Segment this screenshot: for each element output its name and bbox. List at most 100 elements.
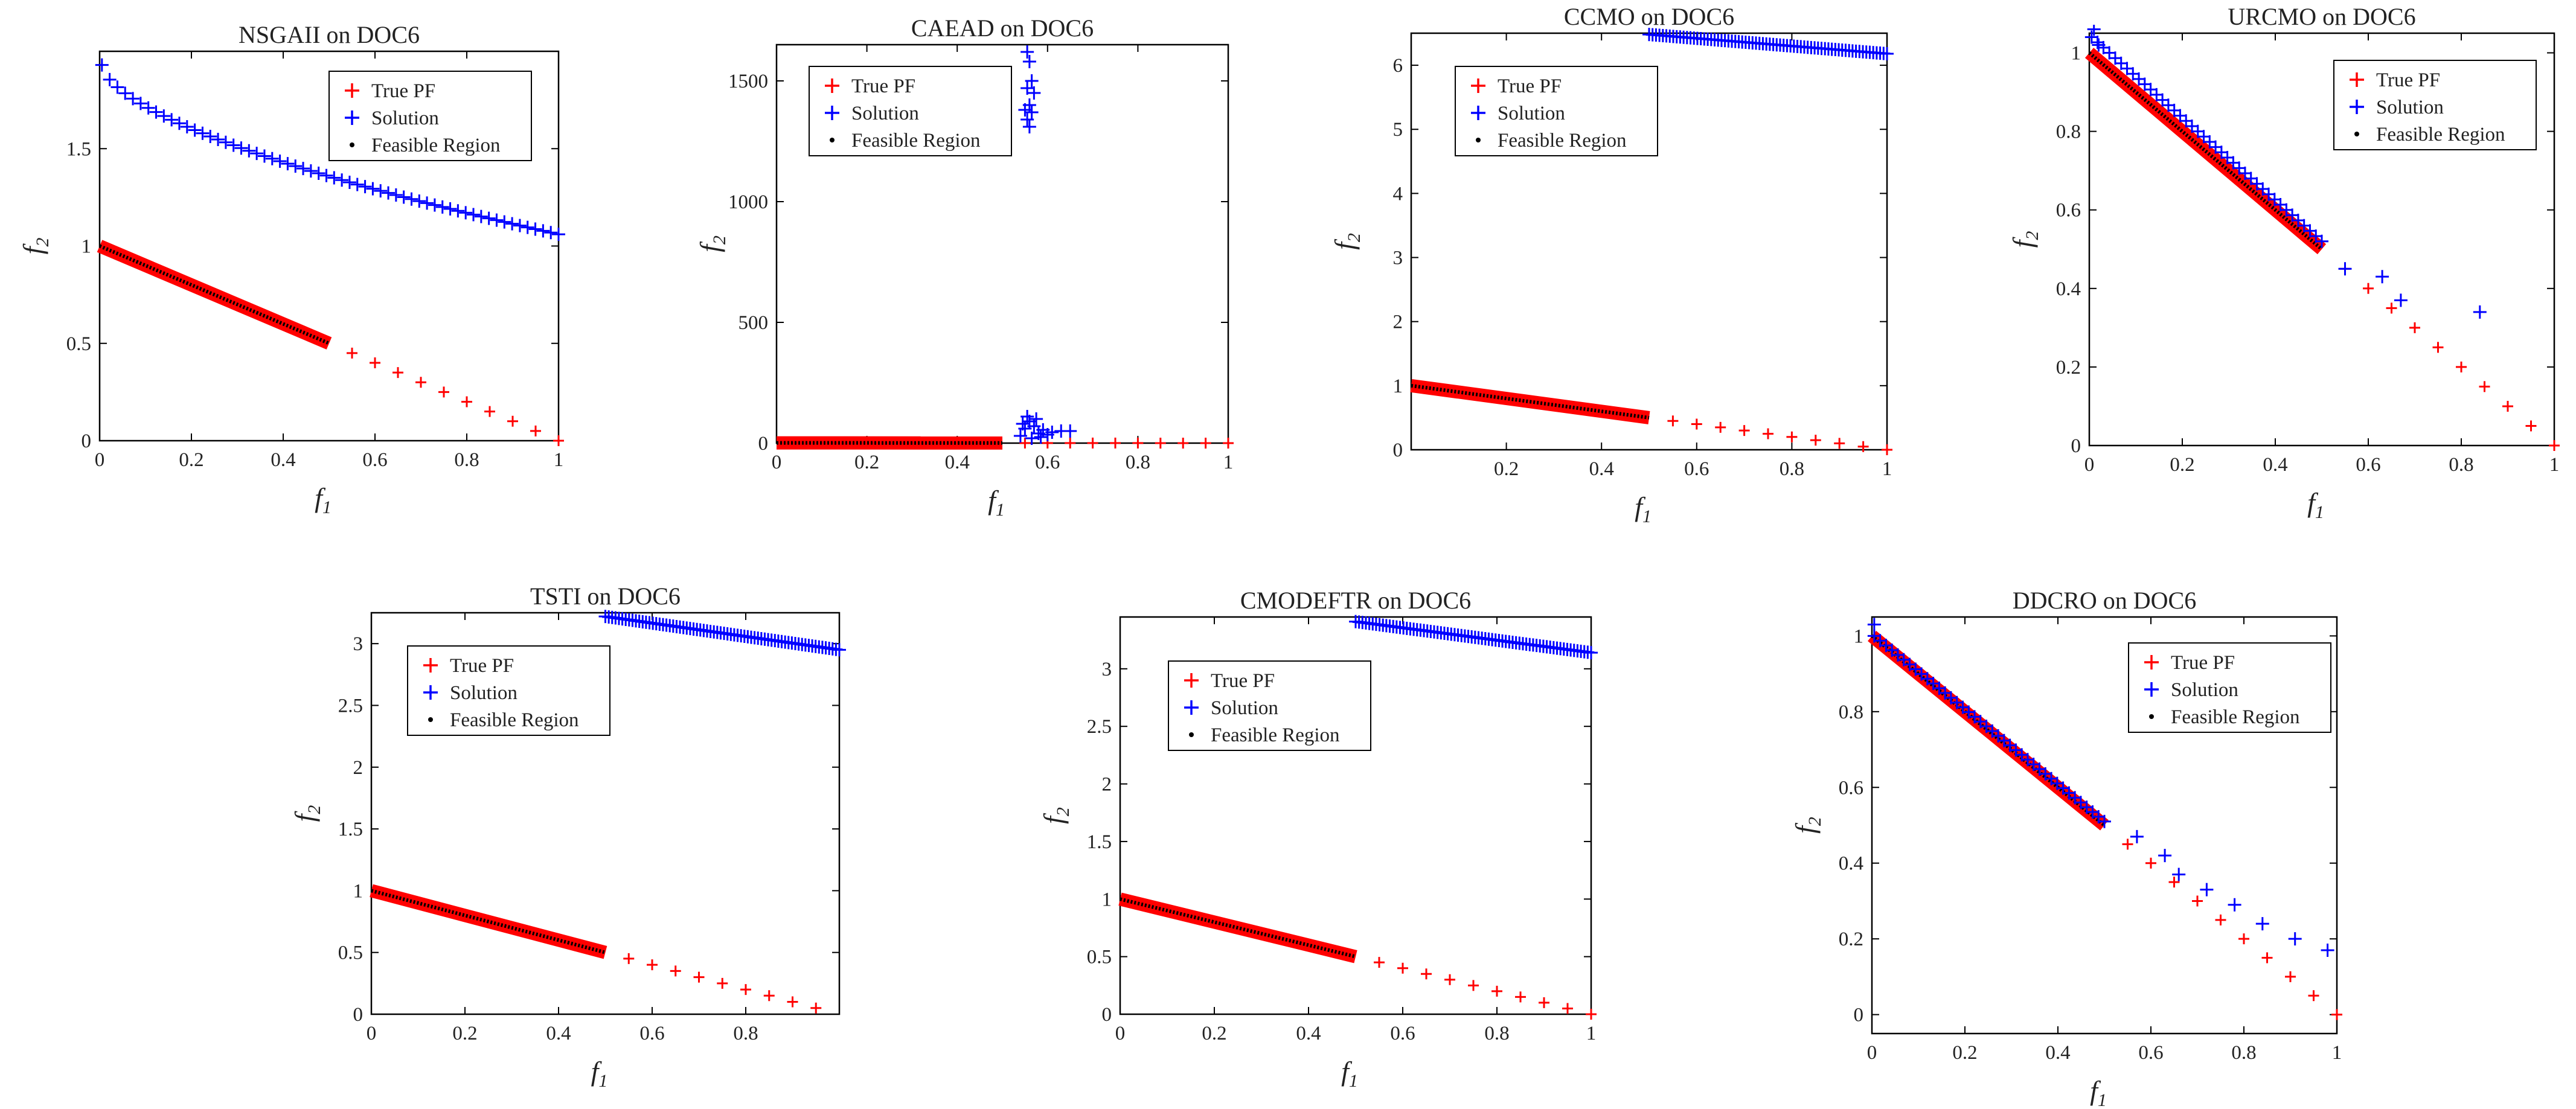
solution-point xyxy=(1022,55,1036,68)
x-axis-label-sub: 1 xyxy=(996,500,1005,520)
y-axis-label-sub: 2 xyxy=(2022,231,2042,240)
solution-point xyxy=(2315,234,2328,248)
true-pf-point xyxy=(1715,421,1726,433)
true-pf-point xyxy=(1421,968,1432,980)
y-tick-label: 0 xyxy=(758,433,769,455)
solution-point xyxy=(482,211,496,225)
true-pf-point xyxy=(1562,1003,1573,1014)
legend-marker-solution xyxy=(1471,106,1485,120)
x-axis-label: f1 xyxy=(2307,487,2324,522)
data-marks xyxy=(1118,615,1598,1020)
true-pf-point xyxy=(1468,980,1479,991)
true-pf-point xyxy=(1444,974,1455,985)
legend-solution-label: Solution xyxy=(1498,103,1565,124)
legend-marker-solution xyxy=(825,106,839,120)
true-pf-point xyxy=(717,977,728,989)
y-tick-label: 2 xyxy=(1102,774,1112,796)
solution-point xyxy=(111,80,124,94)
true-pf-point xyxy=(2386,302,2397,314)
solution-point xyxy=(1027,420,1041,433)
y-tick-label: 2 xyxy=(1393,312,1403,333)
chart-title: CAEAD on DOC6 xyxy=(911,14,1094,42)
chart-panel-5: TSTI on DOC6 0 0.2 0.4 0.6 0.8 0 0.5 1 1.5 2 2.5 3 f1… xyxy=(289,583,846,1091)
chart-title: DDCRO on DOC6 xyxy=(2013,587,2196,614)
y-tick-label: 1000 xyxy=(728,191,768,213)
y-tick-label: 0.8 xyxy=(1839,702,1863,723)
legend-true-pf-label: True PF xyxy=(2171,652,2235,674)
y-tick-label: 1 xyxy=(1854,625,1864,647)
x-tick-label: 0.8 xyxy=(454,449,479,471)
solution-point xyxy=(103,72,117,86)
solution-point xyxy=(435,200,449,214)
true-pf-point xyxy=(2432,342,2444,353)
y-tick-label: 5 xyxy=(1393,119,1403,141)
true-pf-point xyxy=(1019,437,1031,449)
y-axis-label-sub: 2 xyxy=(1805,817,1825,826)
true-pf-point xyxy=(438,386,449,398)
solution-point xyxy=(459,206,473,220)
x-tick-label: 1 xyxy=(2549,454,2560,476)
x-tick-label: 0.2 xyxy=(854,452,879,473)
legend-marker-true-pf xyxy=(345,83,359,98)
solution-point xyxy=(2087,25,2101,36)
plot-frame xyxy=(1871,616,2338,1035)
y-tick-label: 1.5 xyxy=(1087,831,1112,853)
x-tick-label: 0.2 xyxy=(2170,454,2194,476)
solution-point xyxy=(1063,424,1077,438)
x-tick-label: 0 xyxy=(1115,1023,1126,1044)
solution-point xyxy=(1020,81,1034,95)
true-pf-point xyxy=(1374,957,1385,968)
true-pf-point xyxy=(2261,952,2273,964)
x-tick-label: 0.8 xyxy=(733,1023,758,1044)
y-tick-label: 500 xyxy=(739,312,769,334)
y-tick-label: 0.4 xyxy=(2056,278,2081,300)
true-pf-point xyxy=(2479,381,2490,392)
true-pf-point xyxy=(1857,441,1869,452)
solution-point xyxy=(528,222,542,236)
x-tick-label: 0.8 xyxy=(1126,452,1150,473)
solution-point xyxy=(420,196,434,210)
true-pf-point xyxy=(740,984,751,996)
chart-title: CCMO on DOC6 xyxy=(1564,3,1734,30)
legend-true-pf-label: True PF xyxy=(1498,75,1562,97)
legend-marker-feasible xyxy=(1189,732,1194,737)
legend: True PF Solution Feasible Region xyxy=(328,71,532,161)
y-tick-label: 3 xyxy=(353,633,364,655)
true-pf-point xyxy=(1065,437,1076,449)
y-axis-label: f2 xyxy=(2007,231,2042,248)
true-pf-point xyxy=(1834,438,1845,449)
solution-point xyxy=(180,120,194,133)
y-axis-label: f2 xyxy=(1790,817,1825,834)
solution-point xyxy=(428,198,441,212)
true-pf-point xyxy=(1110,437,1121,449)
legend-marker-true-pf xyxy=(1184,673,1199,688)
solution-point xyxy=(2085,11,2098,24)
y-tick-label: 0 xyxy=(1102,1004,1112,1026)
x-tick-label: 0.6 xyxy=(1684,458,1709,480)
x-axis-label: f1 xyxy=(1341,1056,1358,1091)
chart-panel-2: CAEAD on DOC6 0 0.2 0.4 0.6 0.8 1 0 500 1000 1500 f… xyxy=(694,14,1234,520)
x-tick-label: 0.4 xyxy=(2263,454,2287,476)
legend-solution-label: Solution xyxy=(2376,97,2444,118)
x-tick-label: 0.8 xyxy=(1780,458,1804,480)
y-tick-label: 0.2 xyxy=(2056,357,2081,379)
x-tick-label: 0 xyxy=(1867,1042,1877,1064)
legend-solution-label: Solution xyxy=(450,682,517,704)
x-tick-label: 0.4 xyxy=(1589,458,1614,480)
legend-solution-label: Solution xyxy=(1211,697,1278,719)
true-pf-point xyxy=(2409,322,2420,333)
true-pf-point xyxy=(1155,437,1166,449)
true-pf-point xyxy=(2549,440,2560,451)
true-pf-point xyxy=(2331,1009,2342,1020)
true-pf-point xyxy=(1515,991,1526,1003)
solution-point xyxy=(1013,429,1027,443)
solution-point xyxy=(1018,103,1032,117)
true-pf-point xyxy=(2215,914,2226,925)
solution-point xyxy=(1584,646,1598,660)
y-tick-label: 0.5 xyxy=(66,333,91,355)
legend-marker-solution xyxy=(1184,700,1199,715)
feasible-region-segment xyxy=(371,889,606,954)
y-tick-label: 0.4 xyxy=(1839,853,1863,875)
solution-point xyxy=(505,217,519,231)
solution-point xyxy=(1020,113,1034,126)
